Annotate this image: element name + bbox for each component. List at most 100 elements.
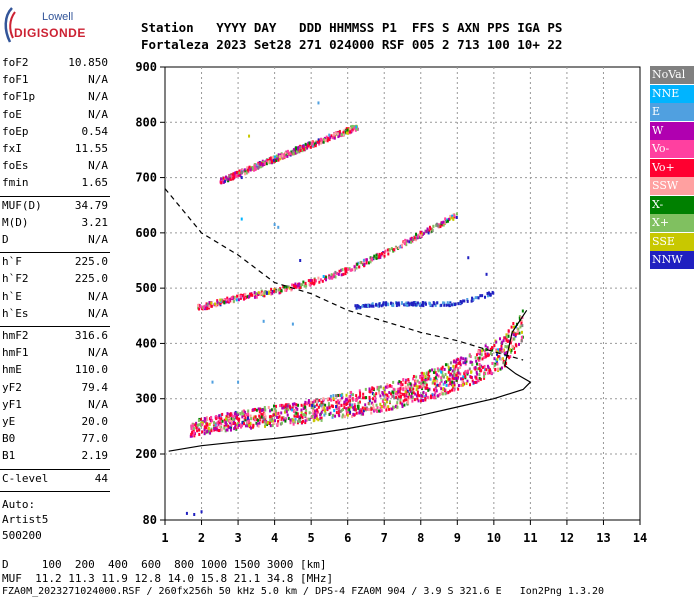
echo-point xyxy=(244,416,247,420)
echo-point xyxy=(474,375,477,379)
echo-point xyxy=(415,384,418,388)
echo-point xyxy=(392,248,395,252)
echo-point xyxy=(217,423,220,427)
echo-point xyxy=(486,346,489,350)
echo-point xyxy=(364,407,367,411)
echo-point xyxy=(276,412,279,416)
echo-point xyxy=(457,369,460,373)
legend-item-sse: SSE xyxy=(650,232,694,251)
echo-point xyxy=(433,302,436,306)
echo-point xyxy=(230,423,233,427)
echo-point xyxy=(441,365,444,369)
echo-point xyxy=(271,417,274,421)
echo-point xyxy=(316,410,319,414)
echo-point xyxy=(343,129,346,133)
echo-point xyxy=(277,225,280,229)
echo-point xyxy=(260,163,263,167)
y-tick-label: 500 xyxy=(135,281,157,295)
echo-point xyxy=(272,158,275,162)
echo-point xyxy=(433,388,436,392)
echo-point xyxy=(368,396,371,400)
echo-point xyxy=(247,409,250,413)
echo-point xyxy=(297,403,300,407)
header-labels: Station YYYY DAY DDD HHMMSS P1 FFS S AXN… xyxy=(141,20,563,35)
echo-point xyxy=(356,262,359,266)
echo-point xyxy=(273,406,276,410)
echo-point xyxy=(427,370,430,374)
param-value: 11.55 xyxy=(74,142,108,155)
echo-point xyxy=(288,151,291,155)
echo-point xyxy=(299,259,302,262)
echo-point xyxy=(417,399,420,403)
echo-point xyxy=(392,406,395,410)
echo-point xyxy=(318,398,321,402)
echo-point xyxy=(281,416,284,420)
echo-point xyxy=(397,302,400,306)
echo-point xyxy=(396,405,399,409)
echo-point xyxy=(284,408,287,412)
echo-point xyxy=(230,296,233,300)
echo-point xyxy=(255,295,258,299)
echo-point xyxy=(397,381,400,385)
echo-point xyxy=(226,418,229,422)
echo-point xyxy=(500,341,503,345)
echo-point xyxy=(273,288,276,292)
echo-point xyxy=(483,376,486,380)
echo-point xyxy=(449,361,452,365)
echo-point xyxy=(504,344,507,348)
echo-point xyxy=(363,262,366,266)
param-separator xyxy=(0,195,110,197)
echo-point xyxy=(206,430,209,434)
echo-point xyxy=(451,303,454,307)
echo-point xyxy=(426,395,429,399)
param-name: foF1 xyxy=(2,73,29,87)
echo-point xyxy=(347,267,350,271)
echo-point xyxy=(478,373,481,377)
echo-point xyxy=(318,139,321,143)
echo-point xyxy=(444,392,447,396)
echo-point xyxy=(425,378,428,382)
echo-point xyxy=(446,302,449,306)
echo-point xyxy=(233,175,236,179)
echo-point xyxy=(287,285,290,289)
echo-point xyxy=(355,398,358,402)
echo-point xyxy=(301,149,304,153)
echo-point xyxy=(332,394,335,398)
echo-point xyxy=(453,383,456,387)
echo-point xyxy=(464,358,467,362)
param-row-hf2: h`F2 225.0 xyxy=(2,272,108,288)
echo-point xyxy=(445,383,448,387)
echo-point xyxy=(431,304,434,308)
echo-point xyxy=(333,272,336,276)
echo-point xyxy=(463,299,466,303)
echo-point xyxy=(478,356,481,360)
echo-point xyxy=(453,388,456,392)
echo-point xyxy=(520,330,523,334)
echo-point xyxy=(370,390,373,394)
echo-point xyxy=(425,383,428,387)
echo-point xyxy=(428,377,431,381)
echo-point xyxy=(505,338,508,342)
echo-point xyxy=(422,381,425,385)
param-row-fof1p: foF1p N/A xyxy=(2,90,108,106)
echo-point xyxy=(435,387,438,391)
echo-point xyxy=(412,391,415,395)
echo-point xyxy=(407,379,410,383)
echo-point xyxy=(486,294,489,298)
echo-point xyxy=(258,410,261,414)
echo-point xyxy=(211,380,214,384)
param-value: 44 xyxy=(94,471,108,485)
echo-point xyxy=(445,303,448,307)
echo-point xyxy=(232,299,235,303)
echo-point xyxy=(307,417,310,421)
echo-point xyxy=(190,432,193,436)
echo-point xyxy=(470,370,473,374)
echo-point xyxy=(449,367,452,371)
echo-point xyxy=(400,301,403,305)
echo-point xyxy=(220,181,223,185)
echo-point xyxy=(500,347,503,351)
echo-point xyxy=(298,282,301,286)
echo-point xyxy=(457,371,460,375)
echo-point xyxy=(264,424,267,428)
echo-point xyxy=(303,284,306,288)
